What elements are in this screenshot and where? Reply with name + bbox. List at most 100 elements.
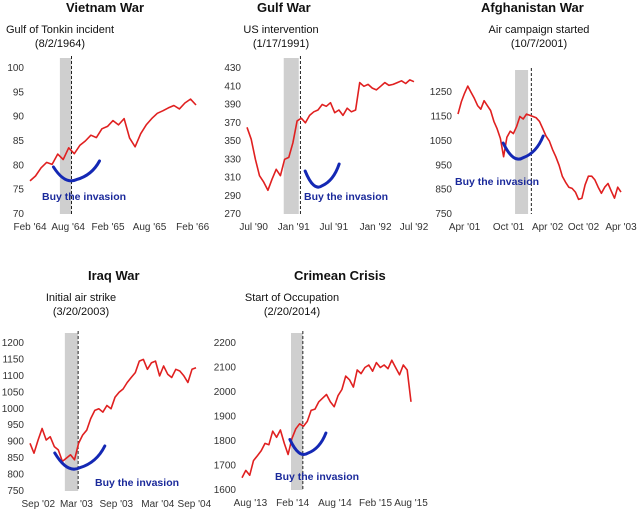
y-tick-label: 2000 bbox=[214, 387, 237, 398]
x-tick-label: Feb '14 bbox=[276, 498, 309, 509]
x-tick-label: Aug '65 bbox=[133, 222, 167, 233]
event-annotation: US intervention (1/17/1991) bbox=[236, 23, 326, 51]
chart-title: Crimean Crisis bbox=[294, 268, 386, 283]
x-tick-label: Aug '64 bbox=[51, 222, 85, 233]
x-tick-label: Oct '02 bbox=[568, 222, 600, 233]
y-tick-label: 350 bbox=[224, 136, 241, 147]
buy-label: Buy the invasion bbox=[95, 477, 179, 489]
y-tick-label: 950 bbox=[7, 420, 24, 431]
chart-panel: Afghanistan War Air campaign started (10… bbox=[423, 0, 638, 240]
x-tick-label: Apr '02 bbox=[532, 222, 564, 233]
chart-title: Gulf War bbox=[257, 0, 311, 15]
event-annotation: Initial air strike (3/20/2003) bbox=[36, 291, 126, 319]
y-tick-label: 1900 bbox=[214, 412, 237, 423]
chart-panel: Gulf War US intervention (1/17/1991) 270… bbox=[212, 0, 429, 240]
series-line bbox=[29, 98, 197, 182]
x-tick-label: Aug '15 bbox=[394, 498, 428, 509]
x-tick-label: Apr '01 bbox=[449, 222, 481, 233]
x-tick-label: Mar '04 bbox=[141, 499, 174, 509]
y-tick-label: 90 bbox=[13, 112, 25, 123]
event-label: Start of Occupation bbox=[244, 292, 340, 304]
y-tick-label: 1050 bbox=[430, 136, 453, 147]
chart-title: Iraq War bbox=[88, 268, 140, 283]
y-tick-label: 1150 bbox=[2, 354, 24, 365]
event-shade-band bbox=[64, 333, 79, 491]
x-tick-label: Feb '66 bbox=[176, 222, 209, 233]
event-label: Air campaign started bbox=[488, 24, 590, 36]
y-tick-label: 1000 bbox=[2, 404, 25, 415]
y-tick-label: 750 bbox=[435, 209, 452, 220]
y-tick-label: 1050 bbox=[2, 387, 25, 398]
series-line bbox=[241, 359, 412, 479]
chart-plot: 750 850 950 1050 1150 1250 Apr '01 Oct '01 Apr '… bbox=[430, 68, 637, 233]
event-label: Gulf of Tonkin incident bbox=[5, 24, 115, 36]
buy-smile-mark bbox=[51, 159, 101, 183]
series-line bbox=[246, 79, 415, 192]
y-tick-label: 70 bbox=[13, 209, 25, 220]
y-tick-label: 370 bbox=[224, 118, 241, 129]
x-tick-label: Sep '03 bbox=[100, 499, 134, 509]
buy-smile-mark bbox=[53, 444, 107, 471]
x-tick-label: Feb '15 bbox=[359, 498, 392, 509]
y-tick-label: 100 bbox=[7, 63, 24, 74]
event-shade-band bbox=[283, 58, 299, 214]
y-tick-label: 95 bbox=[13, 87, 25, 98]
y-tick-label: 290 bbox=[224, 191, 241, 202]
buy-label: Buy the invasion bbox=[455, 176, 539, 188]
y-tick-label: 390 bbox=[224, 100, 241, 111]
y-tick-label: 850 bbox=[7, 453, 24, 464]
buy-label: Buy the invasion bbox=[275, 471, 359, 483]
y-tick-label: 310 bbox=[224, 173, 241, 184]
chart-panel: Vietnam War Gulf of Tonkin incident (8/2… bbox=[0, 0, 210, 240]
series-line bbox=[457, 85, 622, 201]
y-tick-label: 85 bbox=[13, 136, 25, 147]
buy-smile-mark bbox=[288, 431, 328, 456]
chart-panel: Crimean Crisis Start of Occupation (2/20… bbox=[210, 268, 428, 509]
chart-plot: 270 290 310 330 350 370 390 410 430 Jul '90 Jan '9… bbox=[224, 56, 429, 233]
event-annotation: Start of Occupation (2/20/2014) bbox=[240, 291, 344, 319]
event-date: (3/20/2003) bbox=[52, 306, 110, 318]
chart-plot: 70 75 80 85 90 95 100 Feb '64 Aug '64 Feb '65 Aug … bbox=[7, 56, 210, 233]
x-tick-label: Jan '92 bbox=[360, 222, 392, 233]
y-tick-label: 270 bbox=[224, 209, 241, 220]
y-tick-label: 410 bbox=[224, 81, 241, 92]
x-tick-label: Jan '91 bbox=[278, 222, 310, 233]
x-tick-label: Feb '64 bbox=[13, 222, 46, 233]
y-tick-label: 1200 bbox=[2, 338, 25, 349]
event-shade-band bbox=[515, 70, 529, 214]
x-tick-label: Mar '03 bbox=[60, 499, 93, 509]
event-date: (1/17/1991) bbox=[252, 38, 310, 50]
y-tick-label: 430 bbox=[224, 63, 241, 74]
y-tick-label: 1800 bbox=[214, 436, 237, 447]
x-tick-label: Apr '03 bbox=[605, 222, 637, 233]
x-tick-label: Feb '65 bbox=[91, 222, 124, 233]
y-tick-label: 75 bbox=[13, 185, 25, 196]
event-annotation: Air campaign started (10/7/2001) bbox=[481, 23, 597, 51]
event-label: US intervention bbox=[243, 24, 319, 36]
y-tick-label: 1600 bbox=[214, 485, 237, 496]
event-date: (2/20/2014) bbox=[263, 306, 321, 318]
x-tick-label: Sep '02 bbox=[21, 499, 55, 509]
x-tick-label: Oct '01 bbox=[493, 222, 525, 233]
event-date: (8/2/1964) bbox=[34, 38, 86, 50]
y-tick-label: 900 bbox=[7, 437, 24, 448]
series-line bbox=[29, 358, 197, 463]
buy-smile-mark bbox=[303, 162, 341, 189]
y-tick-label: 1250 bbox=[430, 87, 453, 98]
x-tick-label: Aug '13 bbox=[234, 498, 268, 509]
chart-panel: Iraq War Initial air strike (3/20/2003) … bbox=[0, 268, 212, 509]
buy-smile-mark bbox=[501, 134, 545, 161]
x-tick-label: Sep '04 bbox=[178, 499, 212, 509]
x-tick-label: Jul '92 bbox=[400, 222, 429, 233]
event-annotation: Gulf of Tonkin incident (8/2/1964) bbox=[2, 23, 118, 51]
chart-plot: 750 800 850 900 950 1000 1050 1100 1150 1200 Sep '… bbox=[2, 331, 212, 509]
y-tick-label: 850 bbox=[435, 185, 452, 196]
y-tick-label: 1150 bbox=[430, 112, 452, 123]
y-tick-label: 950 bbox=[435, 160, 452, 171]
chart-title: Vietnam War bbox=[66, 0, 145, 15]
buy-label: Buy the invasion bbox=[42, 191, 126, 203]
x-tick-label: Jul '91 bbox=[320, 222, 349, 233]
y-tick-label: 330 bbox=[224, 154, 241, 165]
chart-plot: 1600 1700 1800 1900 2000 2100 2200 Aug '13 Feb '… bbox=[214, 331, 428, 509]
y-tick-label: 2200 bbox=[214, 338, 237, 349]
